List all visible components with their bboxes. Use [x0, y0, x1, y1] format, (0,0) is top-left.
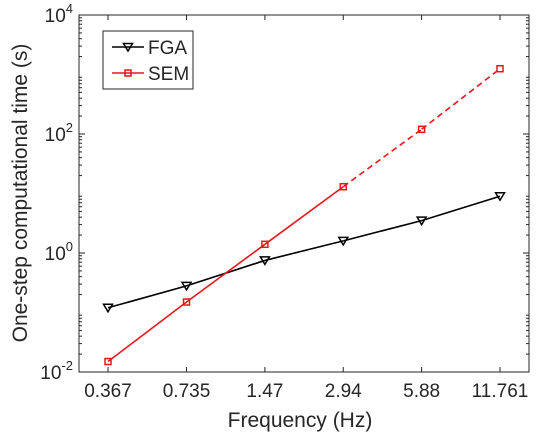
- legend: FGA SEM: [102, 30, 194, 90]
- legend-fga-marker-icon: [122, 42, 134, 53]
- legend-box: [102, 30, 194, 90]
- legend-fga-label: FGA: [148, 38, 187, 59]
- x-tick-label: 0.367: [84, 381, 132, 402]
- series-fga-segment: [264, 240, 344, 262]
- series-sem-point: [182, 298, 191, 306]
- x-tick-label: 2.94: [325, 381, 362, 402]
- y-axis-ticks: 10-2 100 102 104: [40, 1, 529, 384]
- series-sem-point: [339, 182, 348, 191]
- series-sem-segment: [264, 186, 344, 245]
- series-fga-point: [415, 216, 428, 227]
- series-sem-point: [261, 240, 269, 249]
- y-tick-label: 102: [45, 120, 73, 146]
- x-tick-label: 11.761: [472, 381, 529, 402]
- series-fga-segment: [421, 195, 501, 222]
- y-tick-label: 10-2: [40, 358, 73, 384]
- y-tick-label: 104: [45, 1, 73, 27]
- series-sem-segment: [421, 68, 501, 130]
- x-axis-label: Frequency (Hz): [228, 409, 373, 432]
- series-fga-segment: [343, 219, 422, 242]
- series-sem-segment: [342, 128, 423, 188]
- series-sem-point: [417, 125, 426, 134]
- series-sem-point: [104, 357, 112, 366]
- series-fga-segment: [107, 285, 187, 309]
- y-axis-label: One-step computational time (s): [9, 44, 32, 343]
- x-axis-ticks: 0.367 0.735 1.47 2.94 5.88 11.761: [84, 15, 528, 402]
- series-fga-point: [102, 303, 114, 314]
- y-tick-label: 100: [45, 239, 73, 265]
- x-tick-label: 5.88: [403, 381, 440, 402]
- series-fga-point: [494, 191, 506, 202]
- legend-sem-label: SEM: [148, 64, 189, 85]
- x-tick-label: 0.735: [163, 381, 211, 402]
- series-sem-segment: [186, 243, 266, 303]
- legend-sem-marker-icon: [124, 69, 132, 77]
- series-fga-point: [259, 256, 271, 266]
- series-sem-point: [496, 64, 504, 73]
- series-sem-segment: [107, 301, 188, 363]
- series-layer: [102, 64, 506, 366]
- x-tick-label: 1.47: [246, 381, 283, 402]
- series-fga-point: [337, 236, 350, 247]
- series-fga-point: [180, 281, 193, 292]
